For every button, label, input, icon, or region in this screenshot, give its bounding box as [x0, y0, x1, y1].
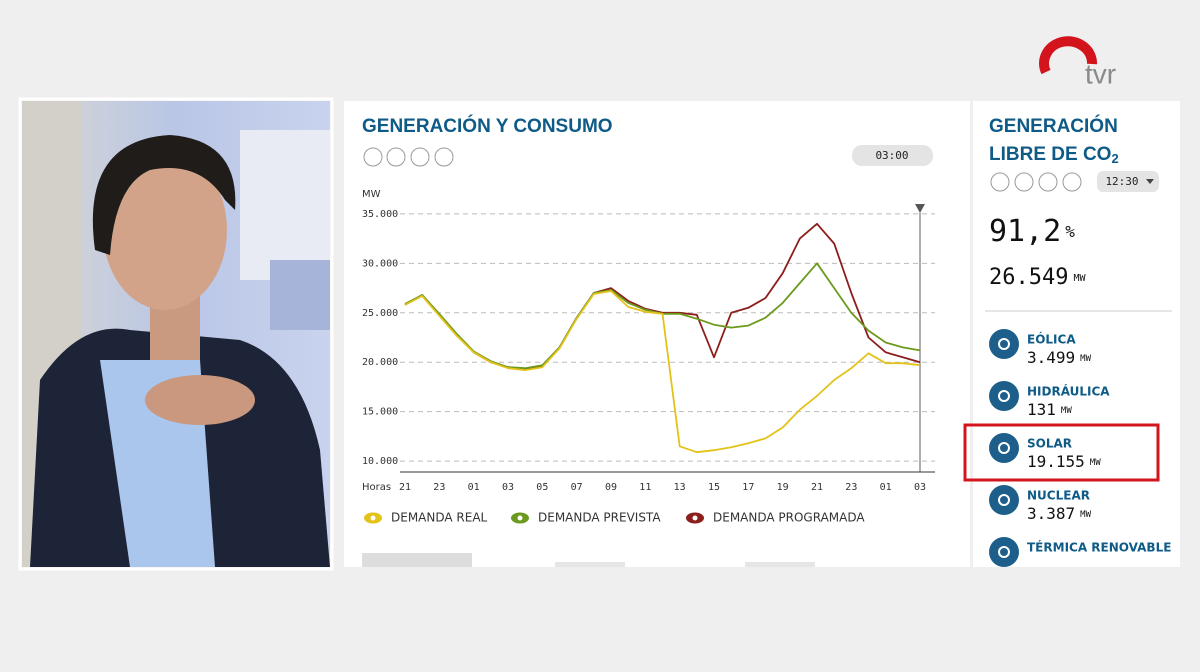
x-axis-label: Horas [362, 482, 391, 493]
x-tick-label: 23 [845, 482, 857, 493]
percent: 91,2 [989, 214, 1061, 249]
current-time-marker [915, 204, 925, 213]
y-tick-label: 10.000 [362, 456, 398, 467]
source-value: 131 MW [1027, 400, 1072, 419]
y-axis-label: MW [362, 189, 381, 200]
source-number: 131 [1027, 400, 1056, 419]
total-value: 26.549 MW [989, 265, 1087, 290]
chart-plot: 10.000 15.000 20.000 25.000 30.000 35.000 21 23… [362, 209, 935, 525]
y-tick-label: 25.000 [362, 308, 398, 319]
source-icon [989, 485, 1019, 515]
source-icon-glyph [998, 546, 1010, 558]
x-tick-label: 19 [777, 482, 789, 493]
source-name: EÓLICA [1027, 332, 1076, 347]
x-tick-label: 07 [571, 482, 583, 493]
source-name: TÉRMICA RENOVABLE [1027, 540, 1171, 555]
source-icon [989, 381, 1019, 411]
source-number: 3.499 [1027, 348, 1075, 367]
source-unit: MW [1080, 354, 1091, 364]
side-time-selector[interactable] [1097, 171, 1159, 192]
side-time[interactable]: 12:30 [1105, 175, 1138, 188]
source-value: 3.499 MW [1027, 348, 1092, 367]
source-icon-glyph [998, 442, 1010, 454]
legend-pupil [370, 515, 376, 521]
summary-values [362, 553, 815, 567]
side-title: GENERACIÓN [989, 115, 1118, 137]
source-icon-glyph [998, 390, 1010, 402]
x-tick-label: 21 [811, 482, 823, 493]
time-selector[interactable] [852, 145, 933, 166]
chart-panel [344, 101, 970, 567]
y-tick-label: 15.000 [362, 407, 398, 418]
source-icon-glyph [998, 338, 1010, 350]
chart-title: GENERACIÓN Y CONSUMO [362, 115, 613, 137]
source-icon [989, 537, 1019, 567]
y-tick-label: 30.000 [362, 258, 398, 269]
x-tick-label: 03 [502, 482, 514, 493]
x-tick-label: 23 [433, 482, 445, 493]
highlight-box [963, 423, 1160, 482]
x-tick-label: 13 [674, 482, 686, 493]
legend-pupil [517, 515, 523, 521]
logo: tvr [1039, 36, 1116, 89]
source-icon-glyph [998, 494, 1010, 506]
source-number: 19.155 [1027, 452, 1085, 471]
source-icon [989, 433, 1019, 463]
time-label[interactable]: 03:00 [875, 149, 908, 162]
source-icon [989, 329, 1019, 359]
percent-value: 91,2% [989, 214, 1075, 249]
y-tick-label: 20.000 [362, 357, 398, 368]
source-name: SOLAR [1027, 437, 1072, 451]
video-panel [22, 101, 330, 567]
x-tick-label: 21 [399, 482, 411, 493]
total-unit: MW [1073, 273, 1086, 284]
total: 26.549 [989, 265, 1068, 290]
y-tick-label: 35.000 [362, 209, 398, 220]
legend-item: DEMANDA REAL [364, 511, 488, 525]
x-tick-label: 03 [914, 482, 926, 493]
percent-unit: % [1065, 222, 1075, 241]
legend-label: DEMANDA PROGRAMADA [713, 511, 865, 525]
legend-label: DEMANDA PREVISTA [538, 511, 661, 525]
x-tick-label: 17 [742, 482, 754, 493]
x-tick-label: 05 [536, 482, 548, 493]
legend-item: DEMANDA PROGRAMADA [686, 511, 865, 525]
source-value: 19.155 MW [1027, 452, 1101, 471]
side-tools [990, 172, 1082, 192]
source-name: HIDRÁULICA [1027, 384, 1110, 399]
source-value: 3.387 MW [1027, 504, 1092, 523]
x-tick-label: 01 [468, 482, 480, 493]
x-tick-label: 09 [605, 482, 617, 493]
side-title: LIBRE DE CO2 [989, 144, 1119, 166]
legend-item: DEMANDA PREVISTA [511, 511, 661, 525]
logo-text: tvr [1085, 58, 1116, 89]
side-title-text: LIBRE DE CO [989, 144, 1111, 165]
source-unit: MW [1080, 510, 1091, 520]
source-name: NUCLEAR [1027, 489, 1090, 503]
x-tick-label: 01 [880, 482, 892, 493]
source-unit: MW [1061, 406, 1072, 416]
logo-arc [1039, 36, 1097, 75]
x-tick-label: 15 [708, 482, 720, 493]
source-unit: MW [1090, 458, 1101, 468]
x-tick-label: 11 [639, 482, 651, 493]
series-line [404, 290, 921, 454]
legend-pupil [692, 515, 698, 521]
source-number: 3.387 [1027, 504, 1075, 523]
chart-tools [363, 147, 454, 167]
side-title-sub: 2 [1111, 151, 1118, 166]
legend-label: DEMANDA REAL [391, 511, 488, 525]
